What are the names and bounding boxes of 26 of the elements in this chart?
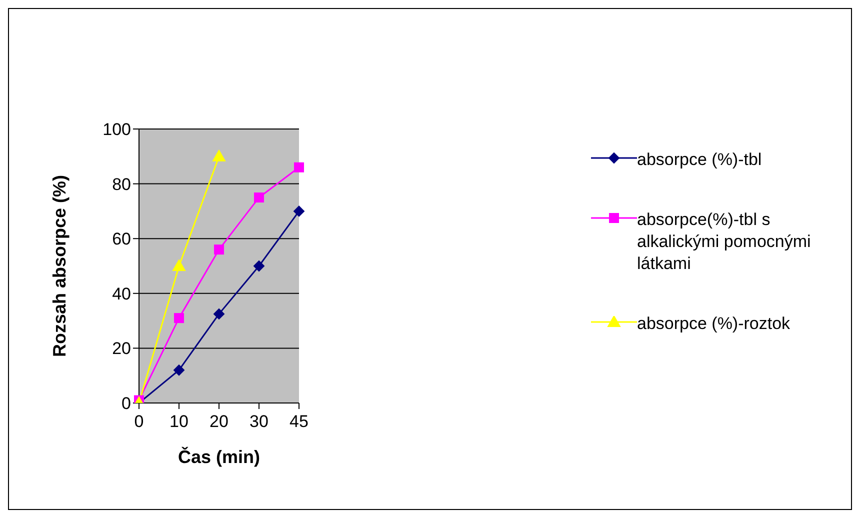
x-tick-label: 30 (250, 412, 268, 432)
x-axis-title: Čas (min) (178, 446, 260, 467)
point (254, 192, 264, 202)
x-tick-label: 0 (134, 412, 144, 432)
point (212, 150, 226, 162)
y-tick-label: 60 (112, 230, 131, 249)
x-tick-label: 20 (210, 412, 228, 432)
x-tick-label: 45 (290, 412, 308, 432)
legend-label: absorpce (%)-tbl (637, 149, 763, 171)
point (254, 260, 264, 272)
point (294, 162, 304, 172)
y-tick-label: 100 (102, 120, 131, 140)
legend-label: absorpce(%)-tbl s alkalickými pomocnými látkami (637, 209, 812, 275)
point (172, 260, 186, 271)
point (174, 364, 184, 376)
point (294, 206, 304, 217)
y-tick-label: 40 (112, 284, 131, 304)
point (214, 308, 224, 320)
y-tick-label: 80 (112, 174, 131, 194)
point (174, 313, 184, 324)
y-tick-label: 0 (122, 394, 131, 414)
y-axis-title: Rozsah absorpce (%) (49, 174, 70, 358)
legend-label: absorpce (%)-roztok (637, 313, 792, 335)
y-tick-label: 20 (112, 339, 131, 358)
point (214, 244, 224, 255)
x-tick-label: 10 (170, 412, 188, 432)
